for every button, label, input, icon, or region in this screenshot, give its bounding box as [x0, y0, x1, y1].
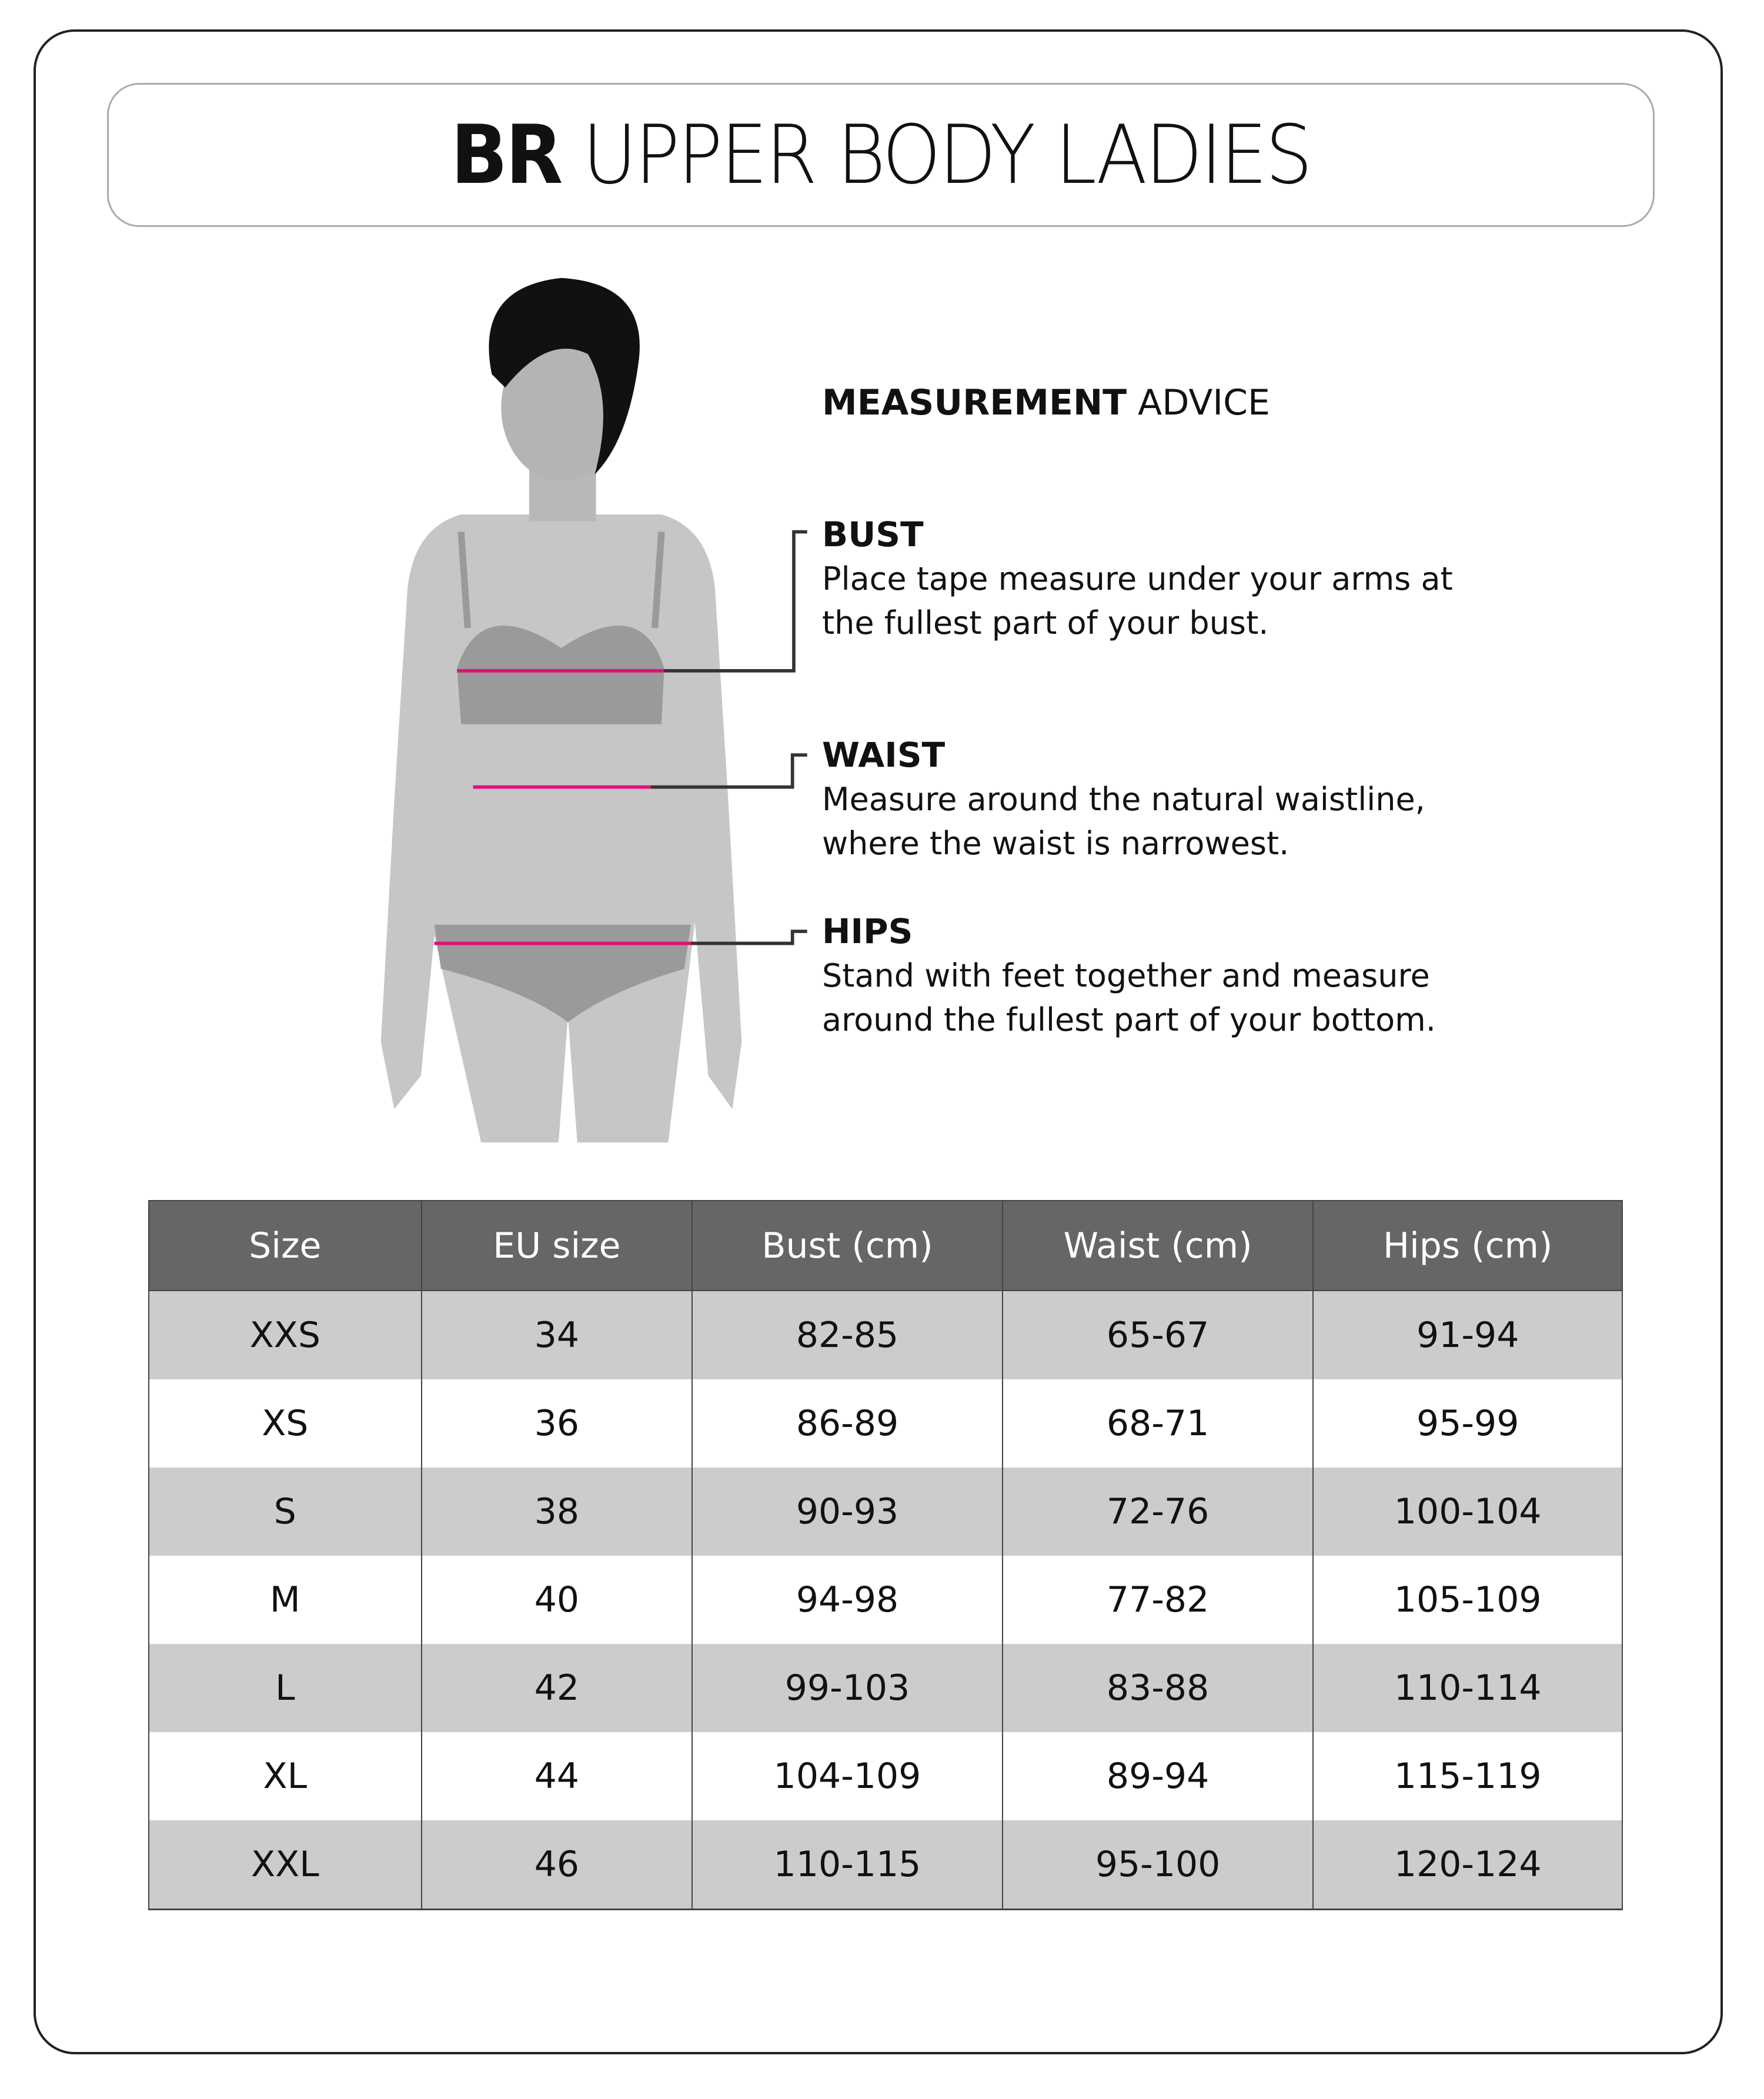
table-row: L 42 99-103 83-88 110-114: [148, 1644, 1623, 1732]
cell-size: XS: [148, 1379, 422, 1468]
cell-bust: 110-115: [691, 1820, 1003, 1910]
cell-size: XL: [148, 1732, 422, 1820]
cell-hips: 110-114: [1312, 1644, 1623, 1732]
advice-bold: MEASUREMENT: [822, 382, 1127, 423]
bust-advice: BUST Place tape measure under your arms …: [822, 513, 1453, 645]
page-title: BR UPPER BODY LADIES: [450, 108, 1313, 202]
cell-bust: 86-89: [691, 1379, 1003, 1468]
cell-hips: 100-104: [1312, 1468, 1623, 1556]
header-hips: Hips (cm): [1312, 1200, 1623, 1291]
cell-bust: 99-103: [691, 1644, 1003, 1732]
cell-waist: 65-67: [1001, 1291, 1314, 1379]
table-row: XXL 46 110-115 95-100 120-124: [148, 1820, 1623, 1910]
title-box: BR UPPER BODY LADIES: [107, 83, 1655, 227]
cell-eu-size: 44: [420, 1732, 693, 1820]
cell-waist: 68-71: [1001, 1379, 1314, 1468]
header-eu-size: EU size: [420, 1200, 693, 1291]
advice-rest: ADVICE: [1138, 382, 1270, 423]
cell-size: L: [148, 1644, 422, 1732]
outer-frame: [34, 29, 1723, 2054]
cell-eu-size: 34: [420, 1291, 693, 1379]
table-row: XL 44 104-109 89-94 115-119: [148, 1732, 1623, 1820]
bust-label: BUST: [822, 514, 924, 554]
cell-bust: 104-109: [691, 1732, 1003, 1820]
hips-label: HIPS: [822, 911, 913, 951]
cell-waist: 83-88: [1001, 1644, 1314, 1732]
table-row: S 38 90-93 72-76 100-104: [148, 1468, 1623, 1556]
measurement-advice-heading: MEASUREMENT ADVICE: [822, 381, 1270, 425]
cell-hips: 91-94: [1312, 1291, 1623, 1379]
cell-size: S: [148, 1468, 422, 1556]
cell-hips: 115-119: [1312, 1732, 1623, 1820]
title-bold: BR: [450, 108, 563, 202]
hips-connector: [690, 930, 807, 945]
hair: [489, 278, 640, 474]
table-row: XS 36 86-89 68-71 95-99: [148, 1379, 1623, 1468]
bra: [457, 625, 664, 724]
cell-hips: 95-99: [1312, 1379, 1623, 1468]
cell-eu-size: 36: [420, 1379, 693, 1468]
bust-line-1: Place tape measure under your arms at: [822, 560, 1453, 597]
table-header-row: Size EU size Bust (cm) Waist (cm) Hips (…: [148, 1200, 1623, 1291]
cell-waist: 89-94: [1001, 1732, 1314, 1820]
cell-waist: 95-100: [1001, 1820, 1314, 1910]
cell-bust: 82-85: [691, 1291, 1003, 1379]
waist-line-2: where the waist is narrowest.: [822, 825, 1289, 862]
hips-line-2: around the fullest part of your bottom.: [822, 1001, 1436, 1038]
header-bust: Bust (cm): [691, 1200, 1003, 1291]
face: [501, 334, 622, 482]
waist-label: WAIST: [822, 735, 946, 775]
table-row: XXS 34 82-85 65-67 91-94: [148, 1291, 1623, 1379]
cell-size: XXL: [148, 1820, 422, 1910]
waist-connector: [650, 753, 807, 789]
cell-waist: 77-82: [1001, 1556, 1314, 1644]
title-rest: UPPER BODY LADIES: [582, 108, 1313, 202]
body-silhouette: [380, 514, 742, 1143]
cell-hips: 120-124: [1312, 1820, 1623, 1910]
cell-waist: 72-76: [1001, 1468, 1314, 1556]
bust-line-2: the fullest part of your bust.: [822, 604, 1269, 641]
table-row: M 40 94-98 77-82 105-109: [148, 1556, 1623, 1644]
header-waist: Waist (cm): [1001, 1200, 1314, 1291]
cell-eu-size: 40: [420, 1556, 693, 1644]
cell-hips: 105-109: [1312, 1556, 1623, 1644]
cell-size: M: [148, 1556, 422, 1644]
cell-bust: 94-98: [691, 1556, 1003, 1644]
hips-advice: HIPS Stand with feet together and measur…: [822, 910, 1436, 1042]
bust-connector: [664, 530, 807, 673]
briefs: [434, 924, 691, 1022]
cell-size: XXS: [148, 1291, 422, 1379]
bra-strap-left: [457, 532, 472, 629]
waist-line-1: Measure around the natural waistline,: [822, 781, 1425, 818]
cell-bust: 90-93: [691, 1468, 1003, 1556]
cell-eu-size: 38: [420, 1468, 693, 1556]
waist-advice: WAIST Measure around the natural waistli…: [822, 733, 1425, 865]
header-size: Size: [148, 1200, 422, 1291]
cell-eu-size: 46: [420, 1820, 693, 1910]
hips-line-1: Stand with feet together and measure: [822, 957, 1430, 994]
bra-strap-right: [651, 532, 665, 629]
size-table: Size EU size Bust (cm) Waist (cm) Hips (…: [148, 1200, 1623, 1910]
cell-eu-size: 42: [420, 1644, 693, 1732]
